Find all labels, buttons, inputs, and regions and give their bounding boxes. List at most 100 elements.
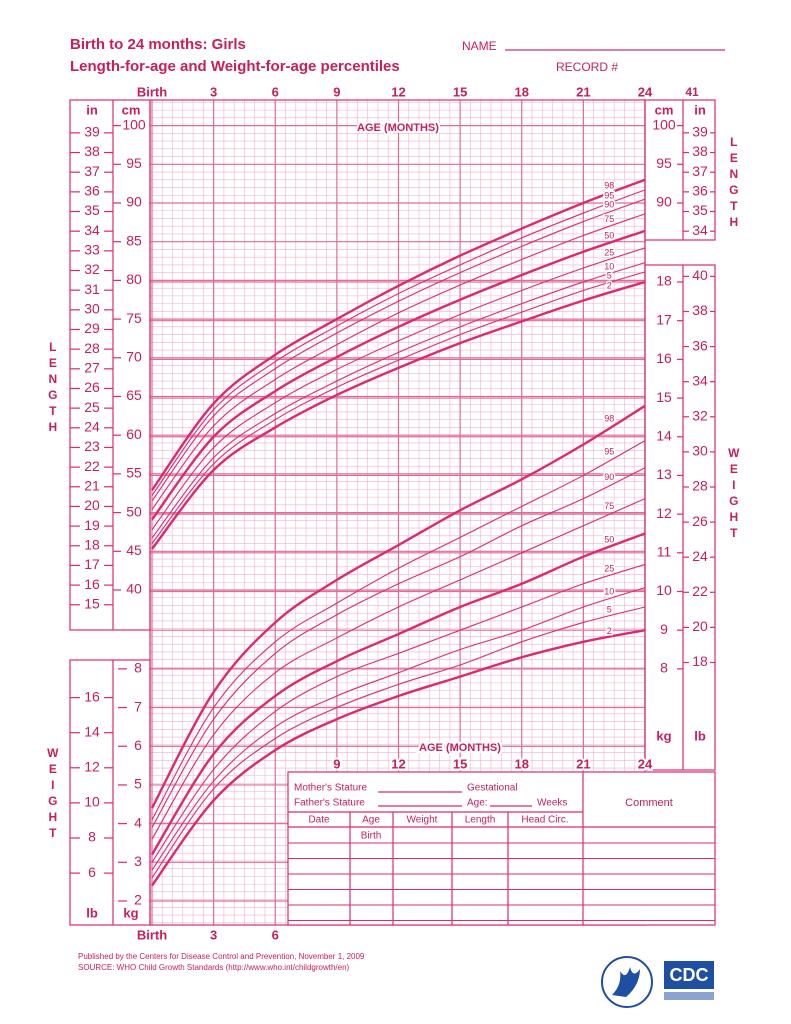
y-tick-label: 9 [660, 621, 668, 637]
percentile-curve [151, 247, 646, 530]
percentile-curve [151, 563, 646, 863]
y-tick-label: 38 [692, 143, 708, 159]
y-tick-label: 8 [134, 660, 142, 676]
percentile-label: 5 [607, 604, 612, 614]
y-tick-label: 15 [656, 389, 672, 405]
percentile-label: 95 [604, 447, 614, 457]
unit-label: kg [123, 905, 138, 920]
y-axis-label: LENGTH [46, 340, 60, 436]
x-tick-label: 24 [638, 84, 653, 99]
y-tick-label: 3 [134, 853, 142, 869]
y-tick-label: 6 [134, 737, 142, 753]
y-tick-label: 29 [84, 320, 100, 336]
y-tick-label: 34 [84, 222, 100, 238]
y-tick-label: 27 [84, 360, 100, 376]
cdc-logo: CDC [664, 961, 714, 1000]
y-tick-label: 90 [126, 194, 142, 210]
unit-label: cm [655, 102, 674, 117]
unit-label: lb [694, 728, 706, 743]
y-tick-label: 25 [84, 399, 100, 415]
y-tick-label: 38 [692, 302, 708, 318]
percentile-label: 98 [604, 181, 614, 191]
y-tick-label: 17 [656, 311, 672, 327]
y-tick-label: 24 [692, 548, 708, 564]
unit-label: in [86, 102, 98, 117]
form-label: Comment [625, 797, 673, 809]
unit-label: cm [122, 102, 141, 117]
x-tick-label: 3 [210, 84, 217, 99]
percentile-curve [151, 198, 646, 502]
y-tick-label: 38 [84, 143, 100, 159]
y-tick-label: 21 [84, 477, 100, 493]
y-tick-label: 32 [84, 261, 100, 277]
form-label: Birth [361, 831, 382, 842]
y-tick-label: 28 [692, 478, 708, 494]
x-tick-label: 12 [391, 84, 405, 99]
seal-ring [601, 956, 653, 1008]
column-header: Age [362, 815, 380, 826]
percentile-curve [151, 189, 646, 496]
labels: Birth to 24 months: Girls Length-for-age… [46, 36, 741, 972]
title: Birth to 24 months: Girls [70, 36, 246, 53]
percentile-label: 2 [607, 281, 612, 291]
percentile-label: 95 [604, 191, 614, 201]
y-tick-label: 90 [656, 194, 672, 210]
y-tick-label: 37 [692, 163, 708, 179]
y-tick-label: 30 [84, 301, 100, 317]
footer-text: SOURCE: WHO Child Growth Standards (http… [78, 963, 350, 972]
percentile-label: 50 [604, 534, 614, 544]
footer-text: Published by the Centers for Disease Con… [78, 952, 365, 961]
frame [69, 49, 725, 926]
seal-eagle [612, 967, 640, 997]
y-tick-label: 95 [656, 155, 672, 171]
y-tick-label: 11 [657, 544, 672, 560]
y-tick-label: 35 [84, 202, 100, 218]
percentile-label: 5 [607, 271, 612, 281]
x-tick-label: 12 [391, 756, 405, 771]
logo-text: CDC [670, 965, 709, 985]
x-axis-label: AGE (MONTHS) [357, 122, 439, 134]
y-tick-label: 10 [656, 582, 672, 598]
y-tick-label: 4 [134, 814, 142, 830]
percentile-curve [151, 229, 646, 521]
y-tick-label: 26 [692, 513, 708, 529]
y-tick-label: 100 [652, 116, 676, 132]
percentile-label: 10 [604, 262, 614, 272]
percentile-curve [151, 606, 646, 879]
y-tick-label: 36 [692, 183, 708, 199]
y-tick-label: 16 [84, 576, 100, 592]
percentile-curve [151, 498, 646, 840]
y-axis-label: LENGTH [727, 135, 741, 231]
record-table [287, 771, 716, 926]
y-tick-label: 40 [692, 267, 708, 283]
y-axis-label: WEIGHT [727, 446, 741, 542]
y-tick-label: 20 [84, 497, 100, 513]
column-header: Weight [407, 815, 438, 826]
y-tick-label: 20 [692, 618, 708, 634]
y-tick-label: 37 [84, 163, 100, 179]
corner-label: 41 [685, 85, 699, 99]
y-tick-label: 60 [126, 426, 142, 442]
table-rows: Date Age Weight Length Head Circ. [288, 815, 715, 921]
x-tick-label: Birth [137, 927, 167, 942]
x-tick-label: 6 [272, 84, 279, 99]
y-tick-label: 85 [126, 232, 142, 248]
x-tick-label: 9 [333, 84, 340, 99]
y-tick-label: 36 [84, 183, 100, 199]
y-tick-label: 100 [122, 116, 146, 132]
form-label: Age: [467, 798, 488, 809]
y-tick-label: 70 [126, 349, 142, 365]
percentile-label: 10 [604, 587, 614, 597]
y-tick-label: 33 [84, 242, 100, 258]
column-header: Date [308, 815, 330, 826]
percentile-label: 98 [604, 414, 614, 424]
x-tick-label: 3 [210, 927, 217, 942]
y-tick-label: 7 [134, 698, 142, 714]
y-tick-label: 18 [84, 536, 100, 552]
y-tick-label: 13 [656, 466, 672, 482]
logo-box [664, 961, 714, 989]
form-label: Father's Stature [294, 798, 365, 809]
y-tick-label: 17 [84, 556, 100, 572]
